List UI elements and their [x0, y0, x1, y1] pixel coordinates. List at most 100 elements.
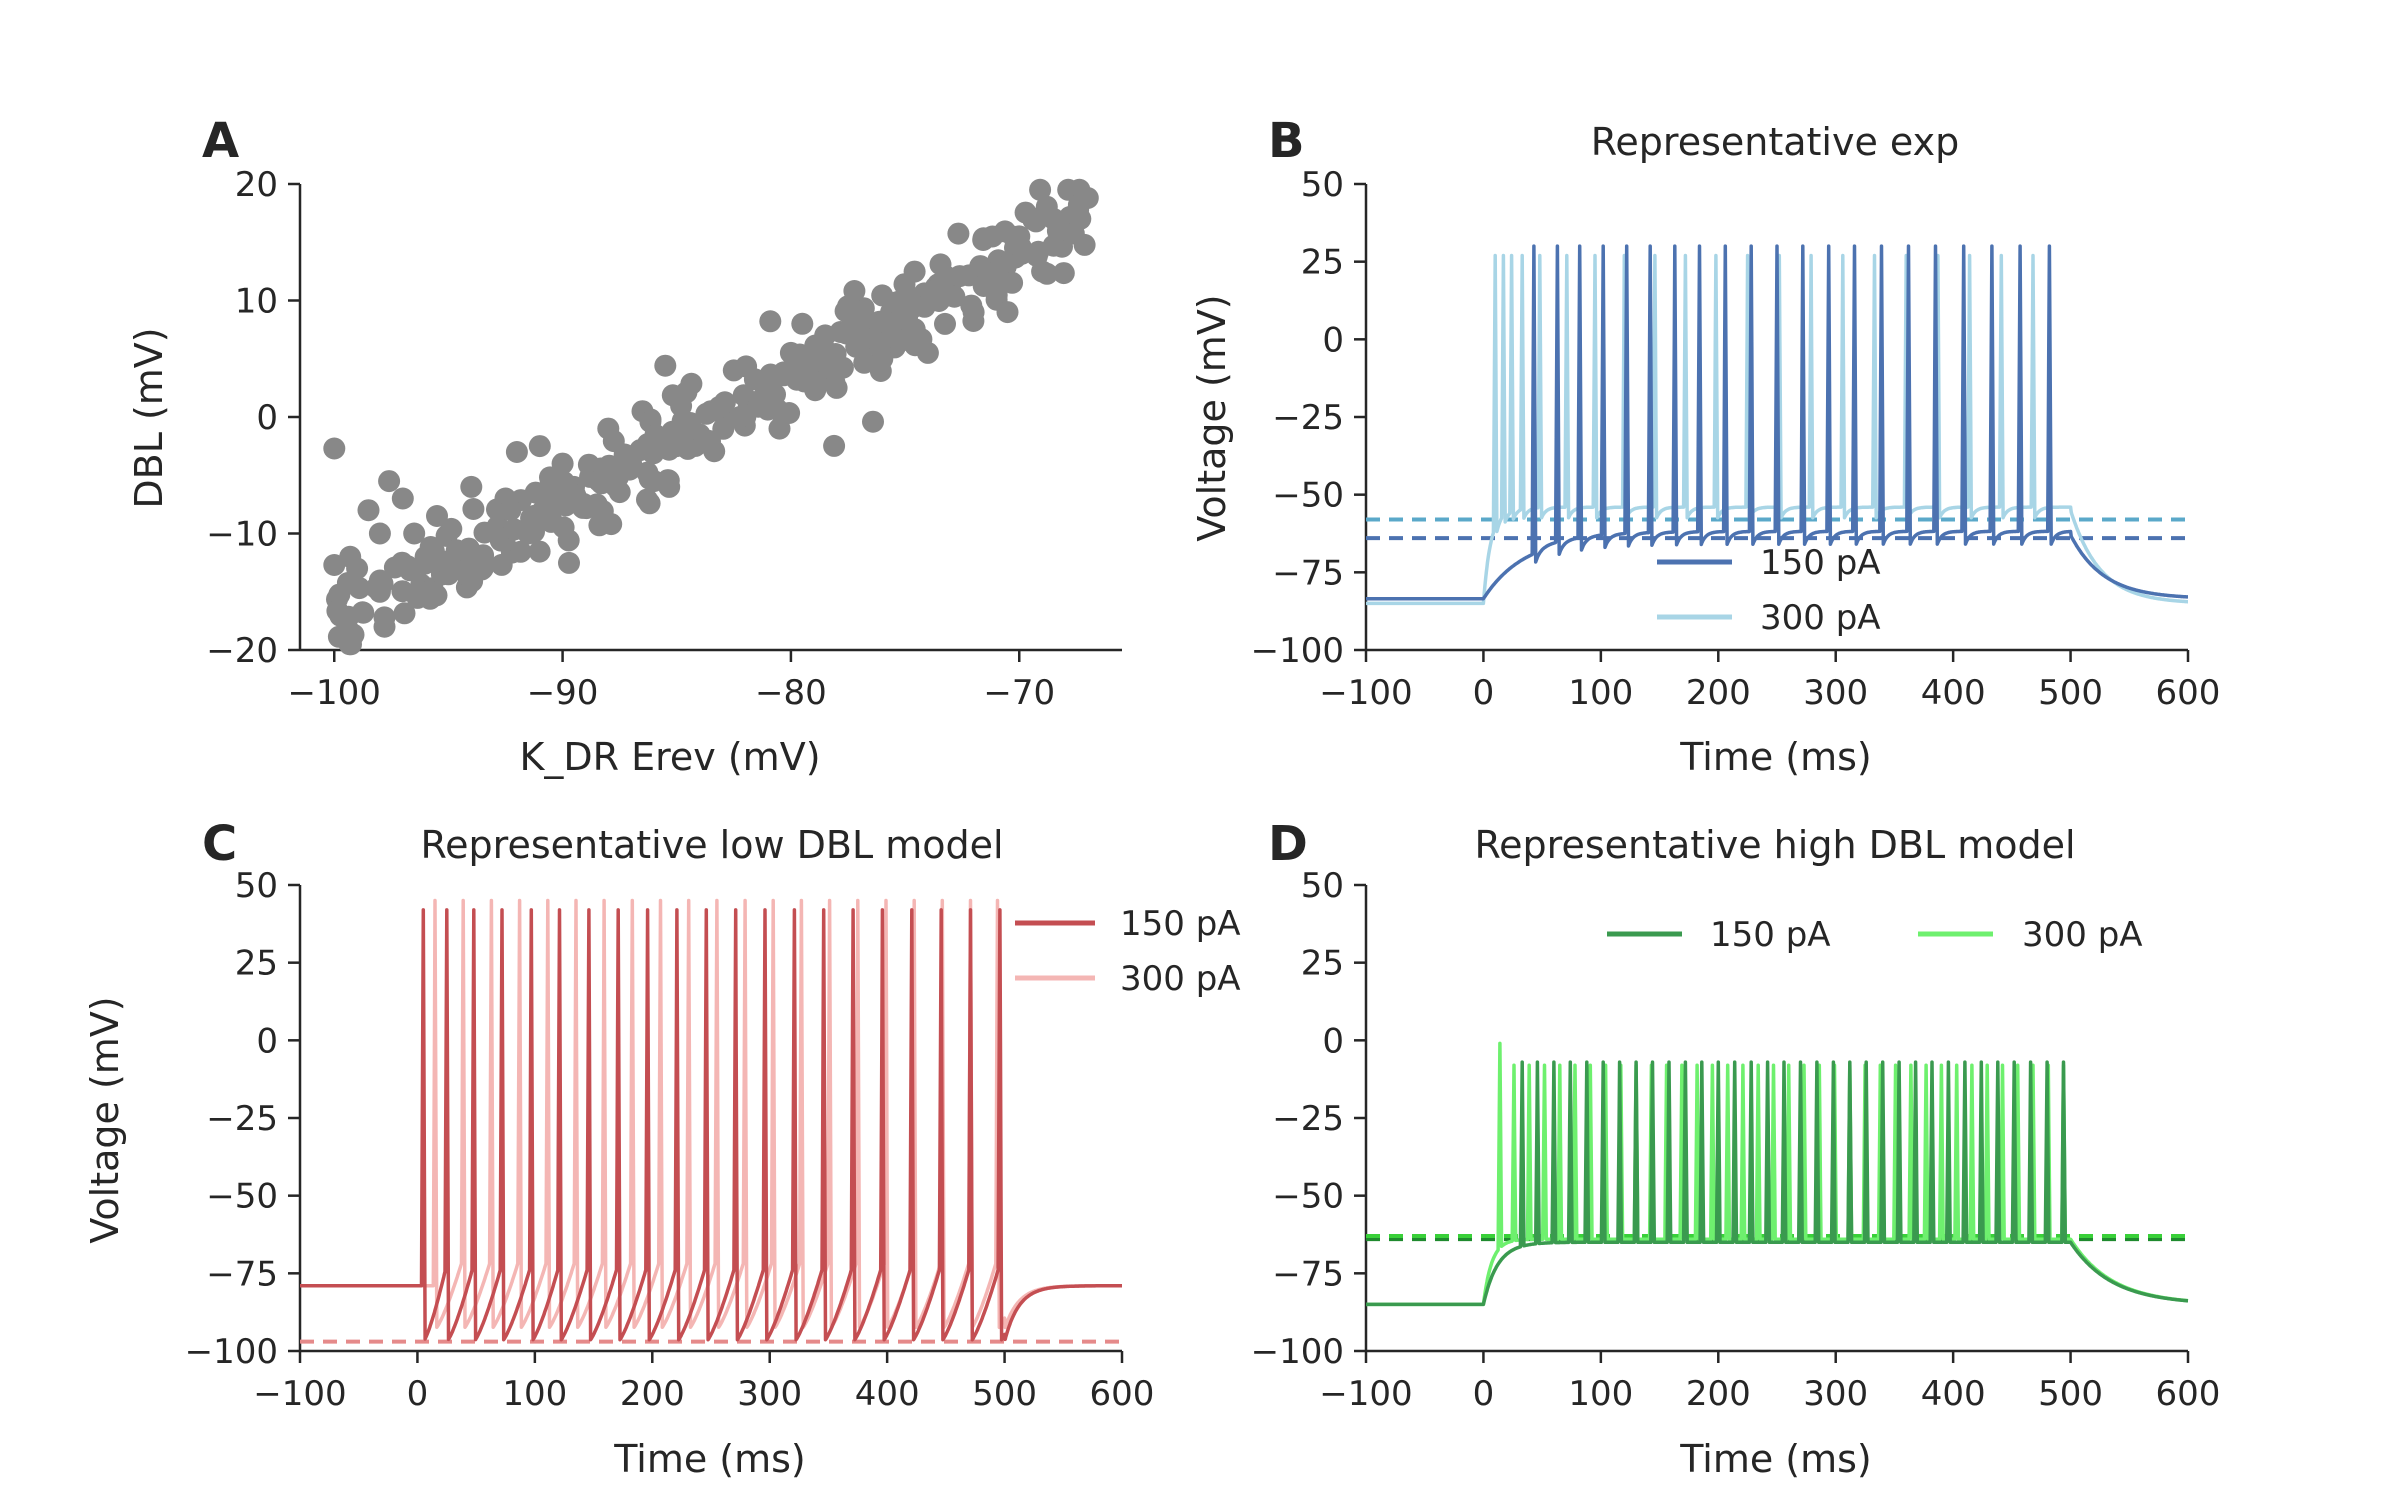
scatter-point	[972, 229, 995, 251]
scatter-point	[327, 625, 350, 648]
scatter-point	[735, 355, 758, 378]
scatter-point	[791, 312, 814, 335]
scatter-point	[890, 329, 913, 352]
scatter-point	[391, 487, 414, 510]
scatter-point	[638, 467, 661, 490]
y-tick-label: 50	[235, 866, 278, 906]
legend-b-label-300: 300 pA	[1760, 598, 1881, 638]
x-tick-label: 500	[2038, 673, 2103, 713]
y-tick-label: 25	[1301, 243, 1344, 283]
trace-150-pa	[1364, 244, 2190, 601]
panel-c-legend: 150 pA 300 pA	[1015, 904, 1241, 999]
scatter-point	[772, 361, 795, 384]
scatter-point	[558, 551, 580, 574]
y-tick-label: −50	[206, 1177, 278, 1217]
scatter-point	[539, 470, 562, 493]
x-tick-label: −80	[755, 673, 827, 713]
scatter-point	[929, 253, 952, 276]
scatter-point	[503, 518, 526, 541]
panel-d: D Representative high DBL model −100 0 100…	[1251, 816, 2221, 1481]
panel-d-xlabel: Time (ms)	[1679, 1437, 1872, 1481]
scatter-point	[642, 442, 665, 465]
scatter-point	[462, 498, 485, 520]
panel-a-xlabel: K_DR Erev (mV)	[519, 735, 820, 779]
scatter-point	[1014, 201, 1037, 224]
scatter-point	[383, 556, 406, 579]
y-tick-label: −10	[206, 515, 278, 555]
panel-b: B Representative exp −100 0 100 200 300 400 50…	[1190, 113, 2220, 779]
scatter-point	[1009, 236, 1032, 258]
scatter-point	[752, 386, 775, 409]
scatter-point	[994, 220, 1016, 243]
panel-c-marks	[298, 898, 1124, 1344]
x-tick-label: 400	[855, 1374, 920, 1414]
x-tick-label: 100	[502, 1374, 567, 1414]
trace-150-pa	[1364, 1060, 2190, 1307]
scatter-point	[591, 500, 614, 523]
scatter-point	[1029, 178, 1052, 201]
scatter-point	[373, 606, 396, 629]
scatter-point	[893, 273, 916, 296]
scatter-point	[983, 261, 1006, 284]
scatter-point	[948, 265, 971, 288]
y-tick-label: −75	[1272, 1254, 1344, 1294]
scatter-point	[644, 424, 667, 446]
panel-c-xlabel: Time (ms)	[613, 1437, 806, 1481]
scatter-point	[713, 391, 736, 414]
scatter-point	[1067, 199, 1090, 221]
x-tick-label: 500	[2038, 1374, 2103, 1414]
scatter-point	[357, 499, 380, 522]
panel-c-ticks: −100 0 100 200 300 400 500 600 −100 −75 −50 −25 0 25 5…	[185, 866, 1155, 1414]
scatter-point	[445, 539, 468, 562]
x-tick-label: 100	[1568, 673, 1633, 713]
y-tick-label: −25	[1272, 398, 1344, 438]
scatter-point	[947, 222, 970, 245]
scatter-point	[910, 328, 933, 351]
scatter-point	[676, 437, 699, 460]
scatter-point	[499, 499, 522, 522]
x-tick-label: 600	[2156, 673, 2221, 713]
y-tick-label: 20	[235, 165, 278, 205]
panel-b-title: Representative exp	[1591, 120, 1960, 164]
scatter-point	[852, 297, 875, 320]
y-tick-label: 25	[1301, 944, 1344, 984]
scatter-point	[368, 569, 391, 592]
scatter-point	[1025, 245, 1048, 267]
y-tick-label: −100	[1251, 631, 1344, 671]
trace-300-pa	[298, 898, 1124, 1330]
x-tick-label: 600	[1090, 1374, 1155, 1414]
panel-a-ylabel: DBL (mV)	[127, 327, 171, 508]
scatter-point	[923, 279, 946, 302]
panel-c: C Representative low DBL model −100 0 100 2…	[83, 816, 1241, 1481]
scatter-point	[524, 505, 547, 527]
scatter-point	[839, 318, 862, 340]
scatter-point	[418, 580, 441, 603]
trace-150-pa	[298, 908, 1124, 1342]
y-tick-label: −20	[206, 631, 278, 671]
panel-d-marks	[1364, 1041, 2190, 1307]
scatter-point	[1036, 262, 1058, 285]
x-tick-label: −100	[288, 673, 381, 713]
x-tick-label: −100	[253, 1374, 346, 1414]
panel-b-ticks: −100 0 100 200 300 400 500 600 −100 −75 −50 −25 0 25 5…	[1251, 165, 2221, 713]
legend-d-label-300: 300 pA	[2022, 915, 2143, 955]
x-tick-label: 200	[1686, 1374, 1751, 1414]
y-tick-label: 0	[1322, 1021, 1344, 1061]
scatter-point	[1052, 262, 1075, 285]
panel-letter-b: B	[1268, 113, 1305, 169]
scatter-point	[426, 505, 448, 527]
panel-d-ticks: −100 0 100 200 300 400 500 600 −100 −75 −50 −25 0 25 5…	[1251, 866, 2221, 1414]
panel-a-marks	[323, 178, 1099, 656]
scatter-point	[460, 475, 483, 498]
y-tick-label: −50	[1272, 1177, 1344, 1217]
x-tick-label: 400	[1921, 1374, 1986, 1414]
scatter-point	[323, 437, 346, 460]
scatter-point	[699, 430, 721, 453]
y-tick-label: 0	[1322, 320, 1344, 360]
scatter-point	[393, 602, 416, 625]
scatter-point	[654, 354, 677, 377]
scatter-point	[1001, 271, 1024, 294]
y-tick-label: −75	[206, 1254, 278, 1294]
y-tick-label: −25	[206, 1099, 278, 1139]
